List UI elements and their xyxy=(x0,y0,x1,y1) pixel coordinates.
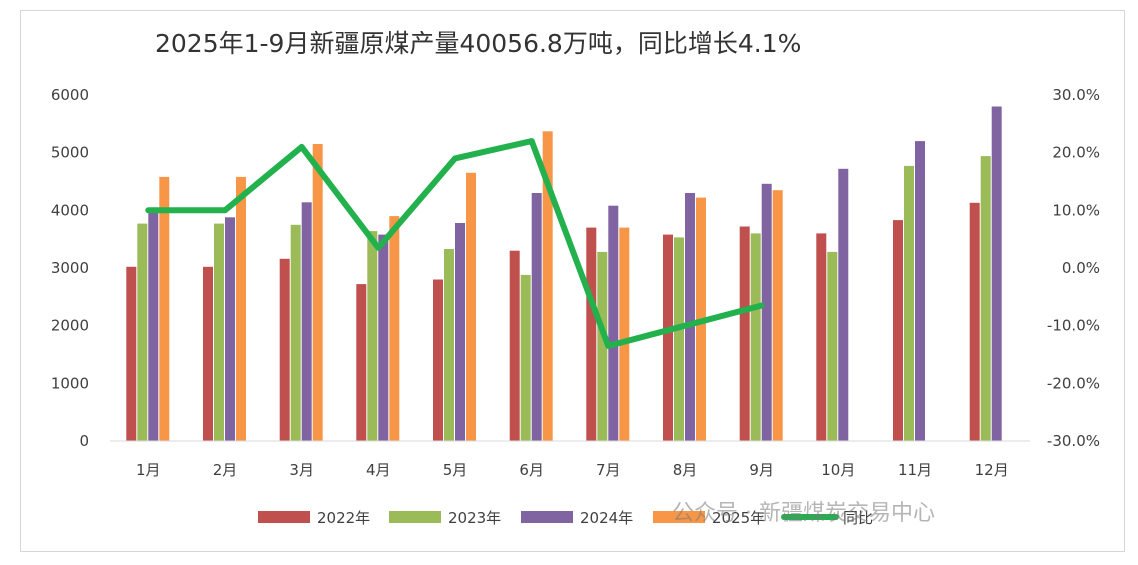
bar-2023年 xyxy=(367,231,378,441)
bar-2024年 xyxy=(225,217,235,441)
x-tick-label: 3月 xyxy=(289,461,314,479)
bar-2024年 xyxy=(685,193,695,441)
bar-2023年 xyxy=(290,224,301,442)
bar-2023年 xyxy=(674,237,684,441)
left-tick-label: 3000 xyxy=(51,259,89,277)
right-axis: -30.0% -20.0% -10.0% 0.0% 10.0% 20.0% 30.0% xyxy=(1047,86,1100,450)
bar-2024年 xyxy=(378,234,389,441)
bar-2023年 xyxy=(597,251,608,441)
right-tick-label: -20.0% xyxy=(1047,374,1100,392)
x-tick-label: 8月 xyxy=(673,461,698,479)
bar-2022年 xyxy=(203,266,213,441)
bar-2025年 xyxy=(772,190,783,441)
bars xyxy=(126,106,1002,442)
bar-2024年 xyxy=(991,106,1002,441)
bar-2023年 xyxy=(904,165,914,441)
right-tick-label: 30.0% xyxy=(1052,86,1100,104)
x-tick-label: 9月 xyxy=(749,461,774,479)
bar-2022年 xyxy=(509,250,520,441)
left-axis: 0 1000 2000 3000 4000 5000 6000 xyxy=(51,86,89,450)
right-tick-label: 20.0% xyxy=(1052,144,1100,162)
x-axis: 1月 2月 3月 4月 5月 6月 7月 8月 9月 10月 11月 12月 xyxy=(110,440,1030,479)
x-tick-label: 4月 xyxy=(366,461,391,479)
bar-2023年 xyxy=(750,233,761,441)
left-tick-label: 5000 xyxy=(51,144,89,162)
legend-swatch xyxy=(653,511,705,523)
watermark-text: 公众号 · 新疆煤炭交易中心 xyxy=(672,501,935,526)
bar-2025年 xyxy=(159,176,170,441)
legend-swatch xyxy=(521,511,573,523)
bar-2024年 xyxy=(301,202,312,441)
bar-2024年 xyxy=(531,193,542,441)
bar-2024年 xyxy=(838,168,849,442)
yoy-line xyxy=(145,138,765,349)
yoy-line-path xyxy=(145,138,765,349)
x-tick-label: 1月 xyxy=(136,461,161,479)
bar-2024年 xyxy=(608,205,619,441)
left-tick-label: 2000 xyxy=(51,317,89,335)
x-tick-label: 5月 xyxy=(443,461,468,479)
legend: 2022年 2023年 2024年 2025年 同比 xyxy=(258,509,873,527)
bar-2022年 xyxy=(279,258,290,441)
bar-2022年 xyxy=(586,227,597,441)
bar-2022年 xyxy=(969,202,980,441)
bar-2025年 xyxy=(466,172,476,442)
bar-2022年 xyxy=(356,284,367,441)
x-tick-label: 2月 xyxy=(213,461,238,479)
bar-2022年 xyxy=(739,226,750,441)
chart-title: 2025年1-9月新疆原煤产量40056.8万吨，同比增长4.1% xyxy=(155,29,801,58)
legend-label: 2025年 xyxy=(712,509,765,527)
bar-2024年 xyxy=(761,183,772,442)
bar-2024年 xyxy=(455,223,465,441)
left-tick-label: 0 xyxy=(79,432,89,450)
bar-2023年 xyxy=(520,274,531,441)
bar-2023年 xyxy=(137,223,148,441)
legend-swatch xyxy=(258,511,310,523)
right-tick-label: 0.0% xyxy=(1062,259,1100,277)
bar-2022年 xyxy=(816,233,827,441)
bar-2025年 xyxy=(236,176,246,441)
x-tick-label: 7月 xyxy=(596,461,621,479)
bar-2023年 xyxy=(214,223,224,441)
bar-2024年 xyxy=(148,211,159,441)
bar-2025年 xyxy=(542,131,553,442)
right-tick-label: -30.0% xyxy=(1047,432,1100,450)
bar-2023年 xyxy=(444,249,454,441)
bar-2024年 xyxy=(915,141,925,441)
bar-2022年 xyxy=(433,279,443,441)
bar-2025年 xyxy=(389,216,400,441)
legend-swatch xyxy=(389,511,441,523)
x-tick-label: 12月 xyxy=(975,461,1009,479)
right-tick-label: -10.0% xyxy=(1047,317,1100,335)
legend-label: 2022年 xyxy=(317,509,370,527)
bar-2022年 xyxy=(126,266,137,441)
left-tick-label: 4000 xyxy=(51,201,89,219)
bar-2023年 xyxy=(827,251,838,441)
legend-label: 同比 xyxy=(843,509,873,527)
right-tick-label: 10.0% xyxy=(1052,201,1100,219)
bar-2022年 xyxy=(663,234,673,441)
left-tick-label: 6000 xyxy=(51,86,89,104)
x-tick-label: 11月 xyxy=(898,461,932,479)
bar-2022年 xyxy=(893,220,903,441)
bar-2025年 xyxy=(312,144,323,441)
left-tick-label: 1000 xyxy=(51,374,89,392)
legend-label: 2023年 xyxy=(448,509,501,527)
x-tick-label: 10月 xyxy=(821,461,855,479)
legend-label: 2024年 xyxy=(580,509,633,527)
x-tick-label: 6月 xyxy=(519,461,544,479)
bar-2023年 xyxy=(980,156,991,441)
bar-2025年 xyxy=(619,227,630,441)
